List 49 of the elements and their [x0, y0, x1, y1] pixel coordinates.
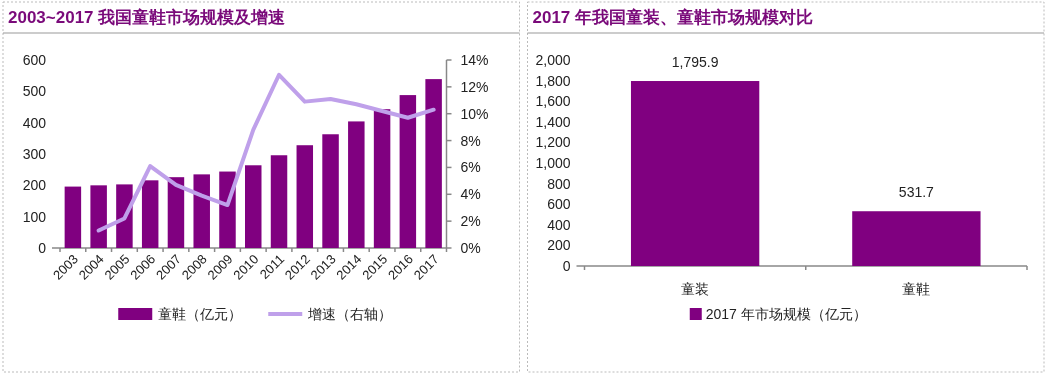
- y2-tick-label: 8%: [460, 132, 481, 149]
- chart-title: 2017 年我国童装、童鞋市场规模对比: [532, 8, 814, 27]
- bar: [348, 121, 365, 248]
- y-tick-label: 1,000: [535, 155, 571, 171]
- legend-label: 童鞋（亿元）: [158, 306, 243, 322]
- y2-tick-label: 6%: [460, 159, 481, 176]
- y-tick-label: 600: [22, 52, 47, 68]
- y-tick-label: 400: [22, 114, 47, 131]
- data-label: 531.7: [898, 184, 935, 201]
- bar: [167, 177, 185, 248]
- bar: [141, 180, 159, 248]
- y2-tick-label: 4%: [460, 186, 481, 203]
- y-tick-label: 1,600: [535, 93, 571, 110]
- bar: [90, 185, 107, 248]
- y2-tick-label: 12%: [460, 78, 489, 95]
- y-tick-label: 200: [22, 177, 47, 194]
- data-label: 1,795.9: [671, 54, 719, 71]
- bar: [245, 165, 262, 248]
- y2-tick-label: 10%: [460, 105, 489, 122]
- y-tick-label: 500: [22, 83, 47, 100]
- bar: [64, 186, 82, 248]
- bar: [373, 109, 391, 248]
- bar: [193, 174, 210, 248]
- bar: [296, 145, 314, 248]
- y-tick-label: 800: [547, 175, 571, 192]
- y-tick-label: 100: [22, 208, 47, 225]
- y-tick-label: 200: [547, 237, 571, 254]
- line-series: [96, 72, 436, 233]
- y-tick-label: 0: [38, 240, 47, 256]
- x-tick-label: 童装: [681, 281, 710, 297]
- y2-tick-label: 0%: [460, 240, 481, 256]
- y-tick-label: 600: [547, 196, 571, 213]
- y-tick-label: 300: [22, 146, 47, 162]
- y-tick-label: 1,200: [535, 134, 571, 151]
- chart-title: 2003~2017 我国童鞋市场规模及增速: [8, 8, 286, 27]
- bar: [425, 79, 442, 248]
- y-tick-label: 400: [547, 216, 571, 233]
- bar: [322, 134, 339, 248]
- y-tick-label: 1,800: [535, 72, 571, 89]
- y-tick-label: 2,000: [535, 52, 571, 68]
- y-tick-label: 1,400: [535, 113, 571, 130]
- x-tick-label: 童鞋: [902, 281, 931, 297]
- legend-label: 2017 年市场规模（亿元）: [705, 306, 867, 322]
- legend-label: 增速（右轴）: [307, 306, 393, 322]
- bar: [399, 95, 417, 248]
- y2-tick-label: 14%: [460, 52, 489, 68]
- bar: [270, 155, 288, 248]
- y-tick-label: 0: [562, 258, 571, 274]
- y2-tick-label: 2%: [460, 213, 481, 230]
